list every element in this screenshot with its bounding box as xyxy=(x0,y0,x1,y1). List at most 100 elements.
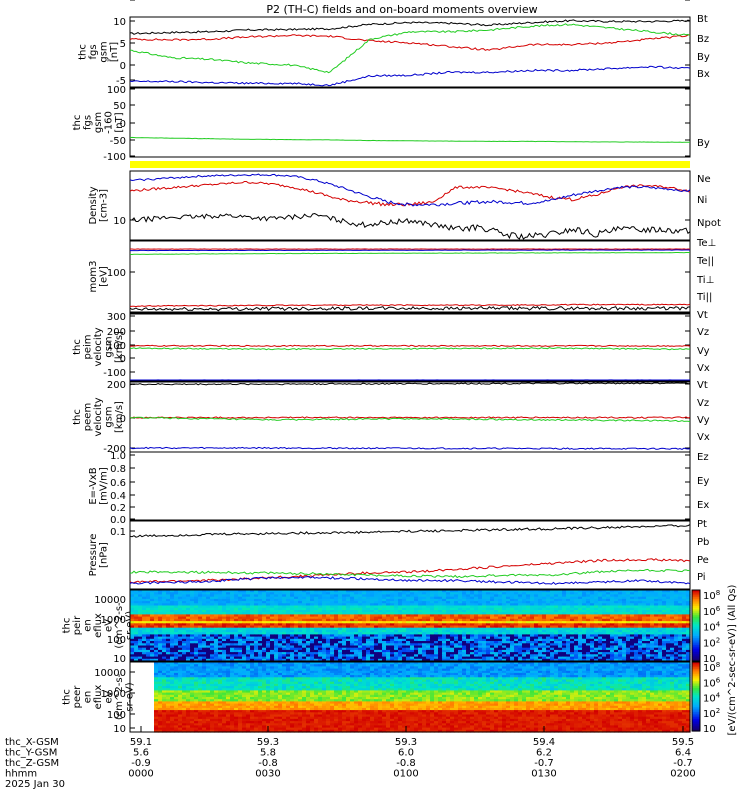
heat-cell xyxy=(262,647,267,651)
heat-cell xyxy=(250,623,255,627)
heat-cell xyxy=(282,647,287,651)
heat-cell xyxy=(262,632,267,635)
heat-cell xyxy=(182,649,187,653)
heat-cell xyxy=(250,647,255,651)
heat-cell xyxy=(550,621,555,624)
heat-cell xyxy=(366,598,371,602)
heat-cell xyxy=(342,592,347,595)
heat-cell xyxy=(442,662,447,665)
heat-cell xyxy=(406,623,411,627)
heat-cell xyxy=(246,652,251,655)
heat-cell xyxy=(410,647,415,651)
heat-cell xyxy=(594,607,599,611)
heat-cell xyxy=(402,610,407,613)
heat-cell xyxy=(178,590,183,593)
heat-cell xyxy=(562,627,567,631)
heat-cell xyxy=(482,607,487,611)
heat-cell xyxy=(190,592,195,595)
heat-cell xyxy=(658,616,663,620)
heat-cell xyxy=(398,623,403,627)
heat-cell xyxy=(270,634,275,638)
heat-cell xyxy=(386,614,391,618)
heat-cell xyxy=(270,664,275,667)
y-axis-label: peem xyxy=(83,403,94,431)
heat-cell xyxy=(674,616,679,620)
heat-cell xyxy=(238,625,243,629)
heat-cell xyxy=(302,616,307,620)
heat-cell xyxy=(582,610,587,613)
heat-cell xyxy=(130,594,135,598)
heat-cell xyxy=(150,638,155,642)
heat-cell xyxy=(182,634,187,638)
heat-cell xyxy=(686,645,691,649)
heat-cell xyxy=(354,652,359,655)
heat-cell xyxy=(334,596,339,600)
heat-cell xyxy=(174,636,179,640)
heat-cell xyxy=(182,662,187,665)
heat-cell xyxy=(206,652,211,655)
heat-cell xyxy=(578,612,583,615)
heat-cell xyxy=(502,654,507,658)
heat-cell xyxy=(486,647,491,651)
heat-cell xyxy=(642,612,647,615)
heat-cell xyxy=(554,641,559,644)
heat-cell xyxy=(442,603,447,607)
heat-cell xyxy=(170,601,175,604)
heat-cell xyxy=(214,610,219,613)
heat-cell xyxy=(658,614,663,618)
heat-cell xyxy=(154,610,159,613)
heat-cell xyxy=(306,654,311,658)
heat-cell xyxy=(618,616,623,620)
heat-cell xyxy=(654,614,659,618)
heat-cell xyxy=(562,649,567,653)
heat-cell xyxy=(506,645,511,649)
heat-cell xyxy=(546,592,551,595)
heat-cell xyxy=(294,652,299,655)
heat-cell xyxy=(534,603,539,607)
heat-cell xyxy=(666,658,671,662)
heat-cell xyxy=(262,649,267,653)
heat-cell xyxy=(538,603,543,607)
heat-cell xyxy=(386,645,391,649)
heat-cell xyxy=(190,596,195,600)
heat-cell xyxy=(382,594,387,598)
heat-cell xyxy=(298,612,303,615)
heat-cell xyxy=(142,656,147,660)
y-tick-label: 1.0 xyxy=(110,451,126,462)
heat-cell xyxy=(410,618,415,622)
heat-cell xyxy=(490,643,495,647)
heat-cell xyxy=(298,625,303,629)
heat-cell xyxy=(434,603,439,607)
heat-cell xyxy=(534,596,539,600)
heat-cell xyxy=(346,618,351,622)
heat-cell xyxy=(366,645,371,649)
heat-cell xyxy=(682,625,687,629)
heat-cell xyxy=(454,634,459,638)
heat-cell xyxy=(626,596,631,600)
heat-cell xyxy=(174,621,179,624)
heat-cell xyxy=(414,656,419,660)
heat-cell xyxy=(218,614,223,618)
heat-cell xyxy=(334,612,339,615)
heat-cell xyxy=(658,603,663,607)
heat-cell xyxy=(350,627,355,631)
heat-cell xyxy=(314,636,319,640)
heat-cell xyxy=(142,623,147,627)
heat-cell xyxy=(602,632,607,635)
heat-cell xyxy=(638,618,643,622)
heat-cell xyxy=(186,654,191,658)
heat-cell xyxy=(562,598,567,602)
heat-cell xyxy=(446,598,451,602)
heat-cell xyxy=(298,605,303,609)
heat-cell xyxy=(594,592,599,595)
heat-cell xyxy=(374,654,379,658)
heat-cell xyxy=(490,607,495,611)
heat-cell xyxy=(590,601,595,604)
heat-cell xyxy=(406,638,411,642)
heat-cell xyxy=(434,614,439,618)
heat-cell xyxy=(442,638,447,642)
heat-cell xyxy=(430,632,435,635)
heat-cell xyxy=(362,598,367,602)
heat-cell xyxy=(502,649,507,653)
heat-cell xyxy=(298,621,303,624)
